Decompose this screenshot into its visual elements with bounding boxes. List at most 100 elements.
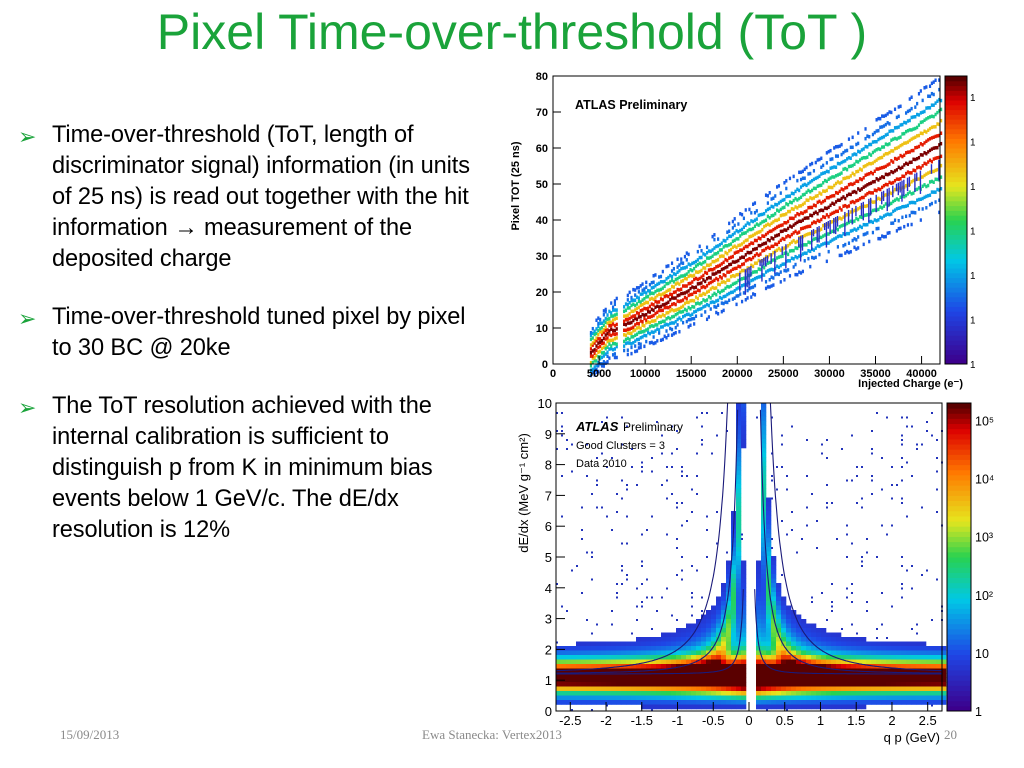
density-cell <box>686 668 692 674</box>
density-cell <box>670 278 674 283</box>
density-cell <box>744 253 747 257</box>
density-cell <box>772 268 775 272</box>
density-cell <box>726 646 732 651</box>
density-cell <box>766 506 772 512</box>
density-cell <box>666 700 672 705</box>
density-cell <box>672 280 675 284</box>
density-cell <box>691 261 694 266</box>
scatter-cell <box>606 466 608 468</box>
density-cell <box>731 592 737 597</box>
density-cell <box>606 321 609 325</box>
density-cell <box>702 305 705 309</box>
density-cell <box>823 189 827 194</box>
density-cell <box>616 641 622 647</box>
density-cell <box>838 234 841 238</box>
scatter-cell <box>891 605 893 608</box>
density-cell <box>853 219 856 223</box>
density-cell <box>926 691 932 696</box>
scatter-cell <box>571 569 573 572</box>
density-cell <box>616 695 622 701</box>
density-cell <box>698 244 701 249</box>
density-cell <box>766 515 772 521</box>
density-cell <box>717 250 720 255</box>
density-cell <box>626 313 629 318</box>
density-cell <box>724 273 727 278</box>
density-cell <box>840 152 843 157</box>
kaon-curve <box>759 409 942 674</box>
density-cell <box>763 224 766 229</box>
arrowhead-bullet-icon: ➢ <box>18 306 37 331</box>
density-cell <box>733 266 736 271</box>
density-cell <box>676 323 679 327</box>
density-cell <box>643 296 646 301</box>
density-cell <box>741 650 747 656</box>
scatter-cell <box>616 592 618 594</box>
density-cell <box>940 141 943 146</box>
density-cell <box>761 664 767 669</box>
density-cell <box>844 251 847 255</box>
density-cell <box>659 314 663 319</box>
density-cell <box>831 673 837 678</box>
density-cell <box>696 704 702 710</box>
density-cell <box>606 336 609 340</box>
density-cell <box>834 174 838 178</box>
density-cell <box>736 412 742 417</box>
density-cell <box>940 107 943 112</box>
density-cell <box>678 275 681 279</box>
scatter-cell <box>676 448 678 450</box>
density-streak <box>875 194 877 213</box>
density-cell <box>600 330 604 334</box>
density-cell <box>641 288 644 292</box>
density-cell <box>882 145 886 149</box>
bullet-item: ➢ The ToT resolution achieved with the i… <box>18 391 488 546</box>
scatter-cell <box>621 542 623 545</box>
density-cell <box>733 238 736 243</box>
density-cell <box>831 659 837 665</box>
density-cell <box>744 208 747 212</box>
density-cell <box>757 213 760 218</box>
density-cell <box>816 218 819 223</box>
density-cell <box>911 682 917 687</box>
density-cell <box>731 673 737 678</box>
density-cell <box>696 296 699 301</box>
y-tick-label: 50 <box>536 179 548 191</box>
colorbar-tick-label: 10⁴ <box>970 182 975 193</box>
density-cell <box>814 204 817 208</box>
density-cell <box>814 186 817 191</box>
density-cell <box>611 646 617 651</box>
density-cell <box>561 686 567 692</box>
density-cell <box>709 307 712 311</box>
density-cell <box>771 646 777 651</box>
density-cell <box>772 244 775 249</box>
density-cell <box>882 114 886 118</box>
density-cell <box>726 258 729 263</box>
density-cell <box>901 646 907 651</box>
scatter-cell <box>826 439 828 441</box>
density-cell <box>761 619 767 624</box>
density-cell <box>908 190 911 194</box>
density-cell <box>718 270 722 274</box>
scatter-cell <box>901 466 903 468</box>
density-cell <box>667 294 670 299</box>
density-cell <box>729 255 733 260</box>
density-cell <box>645 333 648 338</box>
density-cell <box>721 673 727 678</box>
density-cell <box>919 218 922 222</box>
density-cell <box>736 457 742 462</box>
density-cell <box>705 290 709 294</box>
density-cell <box>591 650 597 656</box>
density-cell <box>663 319 666 324</box>
density-cell <box>921 196 924 201</box>
density-cell <box>876 700 882 705</box>
density-cell <box>928 137 932 141</box>
density-cell <box>626 668 632 674</box>
scatter-cell <box>716 542 718 545</box>
density-cell <box>756 677 762 683</box>
density-cell <box>844 149 847 153</box>
density-cell <box>591 677 597 683</box>
density-cell <box>766 542 772 548</box>
density-cell <box>851 682 857 687</box>
scatter-cell <box>911 475 913 477</box>
density-cell <box>775 225 779 229</box>
density-cell <box>772 283 775 287</box>
